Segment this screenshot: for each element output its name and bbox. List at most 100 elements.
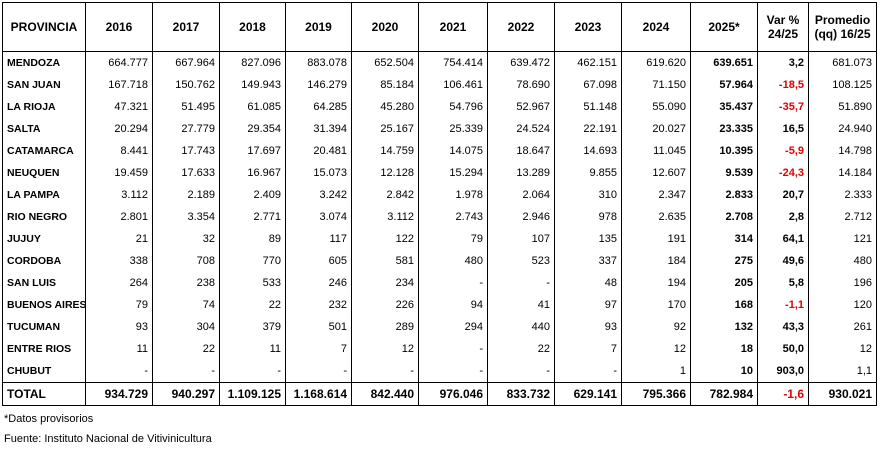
cell: 3.112 <box>351 206 419 228</box>
cell: 14.798 <box>808 140 877 162</box>
cell: 89 <box>219 228 286 250</box>
cell: 12 <box>621 338 691 360</box>
cell: - <box>418 360 488 383</box>
cell: 43,3 <box>757 316 809 338</box>
header-line: (qq) 16/25 <box>814 27 871 41</box>
cell: 842.440 <box>351 382 419 406</box>
cell: 15.073 <box>285 162 352 184</box>
data-row: JUJUY 21 32 89 117 122 79 107 135 191 314 64,1 121 <box>2 228 877 250</box>
cell: - <box>554 360 622 383</box>
header-cell: 2020 <box>351 2 419 52</box>
cell: 54.796 <box>418 96 488 118</box>
cell: 605 <box>285 250 352 272</box>
cell: 79 <box>418 228 488 250</box>
cell: 194 <box>621 272 691 294</box>
row-label: SAN LUIS <box>2 272 86 294</box>
cell: 1,1 <box>808 360 877 383</box>
cell: 2.771 <box>219 206 286 228</box>
cell: 47.321 <box>85 96 153 118</box>
cell: 379 <box>219 316 286 338</box>
cell: 20,7 <box>757 184 809 206</box>
data-row: TUCUMAN 93 304 379 501 289 294 440 93 92 132 43,3 26… <box>2 316 877 338</box>
total-row: TOTAL 934.729 940.297 1.109.125 1.168.614 842… <box>2 382 877 406</box>
cell: 440 <box>487 316 555 338</box>
cell: 18 <box>690 338 758 360</box>
cell: 883.078 <box>285 51 352 74</box>
cell: 13.289 <box>487 162 555 184</box>
cell: 9.539 <box>690 162 758 184</box>
data-row: SAN LUIS 264 238 533 246 234- -48 194 205 5,8 196 <box>2 272 877 294</box>
cell: 19.459 <box>85 162 153 184</box>
cell: 205 <box>690 272 758 294</box>
cell: 168 <box>690 294 758 316</box>
cell: 246 <box>285 272 352 294</box>
cell: 264 <box>85 272 153 294</box>
row-label: ENTRE RIOS <box>2 338 86 360</box>
row-label: RIO NEGRO <box>2 206 86 228</box>
production-table: PROVINCIA 2016 2017 2018 2019 2020 2021 2022 202… <box>2 2 877 406</box>
cell: -5,9 <box>757 140 809 162</box>
cell: 480 <box>808 250 877 272</box>
cell: 17.633 <box>152 162 220 184</box>
cell: 581 <box>351 250 419 272</box>
cell: 29.354 <box>219 118 286 140</box>
data-row: CORDOBA 338 708 770 605 581 480 523 337 184 275 49,… <box>2 250 877 272</box>
cell: 2.409 <box>219 184 286 206</box>
cell: 57.964 <box>690 74 758 96</box>
cell: 64,1 <box>757 228 809 250</box>
row-label: MENDOZA <box>2 51 86 74</box>
cell: 12.607 <box>621 162 691 184</box>
cell: 3.242 <box>285 184 352 206</box>
cell: 10.395 <box>690 140 758 162</box>
cell: 667.964 <box>152 51 220 74</box>
cell: 85.184 <box>351 74 419 96</box>
cell: 15.294 <box>418 162 488 184</box>
cell: -18,5 <box>757 74 809 96</box>
cell: 196 <box>808 272 877 294</box>
cell: 31.394 <box>285 118 352 140</box>
cell: 1 <box>621 360 691 383</box>
cell: 639.472 <box>487 51 555 74</box>
header-cell: 2018 <box>219 2 286 52</box>
cell: 10 <box>690 360 758 383</box>
cell: 117 <box>285 228 352 250</box>
data-row: SAN JUAN 167.718 150.762 149.943 146.279 85.1… <box>2 74 877 96</box>
data-row: LA PAMPA 3.112 2.189 2.409 3.242 2.842 1.978 2.… <box>2 184 877 206</box>
cell: 501 <box>285 316 352 338</box>
cell: 93 <box>554 316 622 338</box>
cell: 67.098 <box>554 74 622 96</box>
cell: 11 <box>219 338 286 360</box>
row-label: JUJUY <box>2 228 86 250</box>
cell: 78.690 <box>487 74 555 96</box>
cell: 940.297 <box>152 382 220 406</box>
cell: 652.504 <box>351 51 419 74</box>
cell: 11.045 <box>621 140 691 162</box>
cell: 234 <box>351 272 419 294</box>
cell: 261 <box>808 316 877 338</box>
cell: 191 <box>621 228 691 250</box>
cell: 2.333 <box>808 184 877 206</box>
cell: 74 <box>152 294 220 316</box>
cell: 2.347 <box>621 184 691 206</box>
cell: 681.073 <box>808 51 877 74</box>
cell: 170 <box>621 294 691 316</box>
row-label: TUCUMAN <box>2 316 86 338</box>
header-line: 24/25 <box>767 27 799 41</box>
cell: 11 <box>85 338 153 360</box>
cell: 1.168.614 <box>285 382 352 406</box>
cell: 97 <box>554 294 622 316</box>
cell: 770 <box>219 250 286 272</box>
cell: 71.150 <box>621 74 691 96</box>
cell: 533 <box>219 272 286 294</box>
cell: 14.075 <box>418 140 488 162</box>
cell: 25.167 <box>351 118 419 140</box>
cell: - <box>487 360 555 383</box>
cell: 310 <box>554 184 622 206</box>
cell: 480 <box>418 250 488 272</box>
cell: 16,5 <box>757 118 809 140</box>
cell: 2.743 <box>418 206 488 228</box>
data-row: SALTA 20.294 27.779 29.354 31.394 25.167 25.33… <box>2 118 877 140</box>
row-label: NEUQUEN <box>2 162 86 184</box>
cell: 2.842 <box>351 184 419 206</box>
